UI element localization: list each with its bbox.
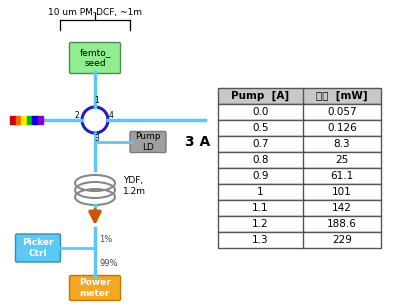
Text: 0.0: 0.0 bbox=[252, 107, 269, 117]
Text: 0.7: 0.7 bbox=[252, 139, 269, 149]
Text: 101: 101 bbox=[332, 187, 352, 197]
Text: 8.3: 8.3 bbox=[334, 139, 350, 149]
Text: 0.9: 0.9 bbox=[252, 171, 269, 181]
Bar bbox=[218, 168, 381, 184]
Text: 1: 1 bbox=[95, 96, 100, 105]
Bar bbox=[218, 136, 381, 152]
Bar bbox=[218, 184, 381, 200]
Text: 1.1: 1.1 bbox=[252, 203, 269, 213]
Text: Picker
Ctrl: Picker Ctrl bbox=[22, 238, 54, 258]
Text: 229: 229 bbox=[332, 235, 352, 245]
Text: 3 A: 3 A bbox=[185, 135, 210, 149]
Text: 3: 3 bbox=[95, 134, 100, 143]
Bar bbox=[27, 116, 32, 124]
Bar bbox=[218, 88, 381, 104]
Bar bbox=[218, 152, 381, 168]
Text: 1.3: 1.3 bbox=[252, 235, 269, 245]
FancyBboxPatch shape bbox=[70, 275, 121, 301]
Bar bbox=[32, 116, 37, 124]
Text: YDF,
1.2m: YDF, 1.2m bbox=[123, 176, 146, 196]
Text: 1: 1 bbox=[257, 187, 264, 197]
Bar bbox=[218, 104, 381, 120]
Text: 0.126: 0.126 bbox=[327, 123, 357, 133]
Text: 99%: 99% bbox=[99, 258, 117, 267]
Text: 10 um PM-DCF, ~1m: 10 um PM-DCF, ~1m bbox=[48, 8, 142, 17]
Text: Power
meter: Power meter bbox=[79, 278, 111, 298]
Bar bbox=[10, 116, 16, 124]
Bar bbox=[16, 116, 21, 124]
Text: femto_
seed: femto_ seed bbox=[79, 48, 111, 68]
Bar bbox=[218, 200, 381, 216]
FancyBboxPatch shape bbox=[70, 42, 121, 73]
Text: 25: 25 bbox=[336, 155, 349, 165]
Text: 188.6: 188.6 bbox=[327, 219, 357, 229]
Text: 61.1: 61.1 bbox=[330, 171, 354, 181]
Bar bbox=[218, 120, 381, 136]
Text: 0.057: 0.057 bbox=[327, 107, 357, 117]
Text: 1%: 1% bbox=[99, 235, 112, 244]
Bar bbox=[218, 232, 381, 248]
Text: Pump  [A]: Pump [A] bbox=[232, 91, 290, 101]
Text: 142: 142 bbox=[332, 203, 352, 213]
Bar bbox=[218, 216, 381, 232]
Text: 1.2: 1.2 bbox=[252, 219, 269, 229]
FancyBboxPatch shape bbox=[16, 234, 60, 262]
Bar bbox=[37, 116, 43, 124]
Text: 0.5: 0.5 bbox=[252, 123, 269, 133]
Text: 출력  [mW]: 출력 [mW] bbox=[316, 91, 368, 101]
Text: 2: 2 bbox=[74, 111, 79, 119]
FancyBboxPatch shape bbox=[130, 131, 166, 153]
Text: 4: 4 bbox=[109, 111, 114, 119]
Bar bbox=[21, 116, 27, 124]
Text: 0.8: 0.8 bbox=[252, 155, 269, 165]
Text: Pump
LD: Pump LD bbox=[135, 132, 161, 152]
